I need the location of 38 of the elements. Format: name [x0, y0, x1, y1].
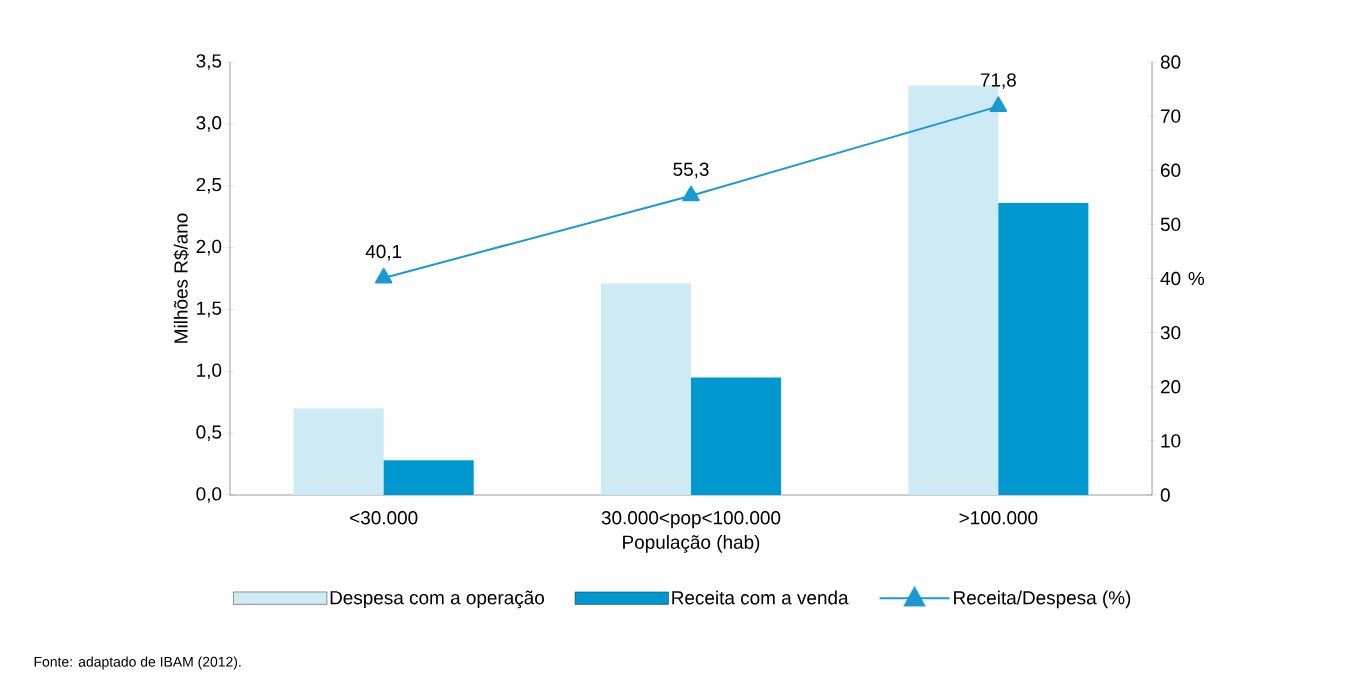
bar — [383, 460, 474, 495]
bar — [600, 283, 692, 495]
data-label: 55,3 — [673, 162, 709, 179]
y-tick-label: 3,0 — [196, 116, 222, 132]
y2-tick-label: 0 — [1160, 488, 1170, 502]
y-tick-label: 0,0 — [196, 487, 222, 503]
legend-label: Despesa com a operação — [330, 590, 544, 609]
point — [989, 96, 1008, 112]
bar — [293, 408, 384, 495]
source-note: Fonte: adaptado de IBAM (2012). — [34, 656, 241, 670]
bar — [691, 377, 782, 495]
y-tick-label: 1,5 — [197, 301, 222, 318]
y-tick-label: 1,0 — [197, 363, 222, 380]
y2-tick-label: 50 — [1160, 217, 1181, 232]
point — [682, 185, 700, 202]
y2-tick-label: 30 — [1160, 325, 1181, 340]
x-tick-label: <30.000 — [350, 511, 418, 525]
legend-label: Receita com a venda — [672, 590, 849, 605]
y2-tick-label: 80 — [1160, 55, 1181, 69]
bar — [998, 203, 1089, 495]
y2-tick-label: 40 — [1160, 271, 1181, 286]
y2-tick-label: 60 — [1160, 163, 1181, 177]
point — [374, 267, 393, 284]
y-tick-label: 2,0 — [196, 239, 222, 256]
y2-tick-label: 20 — [1160, 380, 1181, 394]
x-axis-title: População (hab) — [623, 535, 760, 553]
data-label: 40,1 — [365, 244, 402, 261]
y-tick-label: 3,5 — [196, 54, 222, 70]
data-label: 71,8 — [980, 73, 1016, 89]
y2-tick-label: 70 — [1161, 109, 1181, 123]
y2-tick-label: 10 — [1161, 434, 1181, 448]
y-tick-label: 2,5 — [196, 177, 222, 194]
y2-axis-title: % — [1188, 271, 1205, 286]
x-tick-label: 30.000<pop<100.000 — [601, 511, 781, 529]
y-axis-title: Milhões R$/ano — [173, 213, 189, 343]
y-tick-label: 0,5 — [196, 425, 222, 441]
x-tick-label: >100.000 — [959, 511, 1038, 525]
legend-label: Receita/Despesa (%) — [954, 590, 1131, 609]
